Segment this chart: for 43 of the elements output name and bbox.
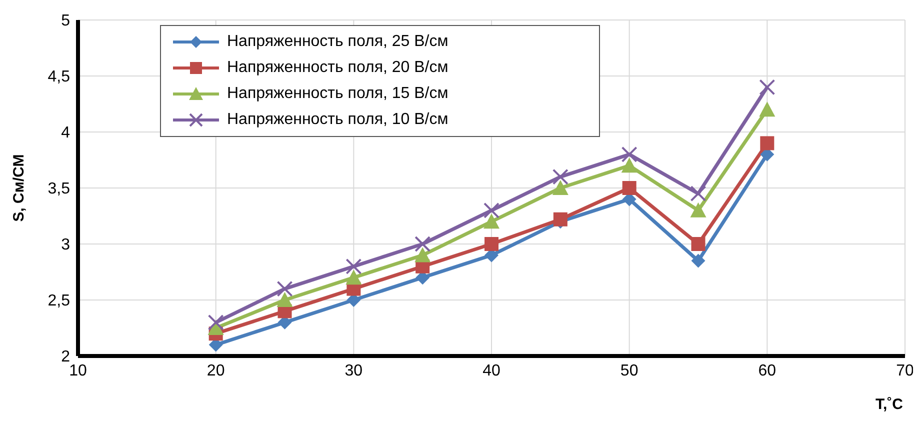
point [691,254,706,268]
point [691,237,706,251]
x-tick-label: 20 [206,362,225,380]
point [276,280,293,297]
y-tick-label: 2,5 [48,292,70,310]
y-tick-label: 3 [61,236,70,254]
point [208,314,224,330]
point [484,237,498,251]
x-tick-label: 50 [620,362,638,380]
x-tick-label: 60 [758,362,776,380]
y-tick-label: 4,5 [48,68,70,86]
legend-label: Напряженность поля, 10 В/см [227,111,448,129]
point [552,168,568,185]
x-tick-label: 10 [69,362,87,380]
x-tick-label: 40 [482,362,500,380]
y-tick-label: 3,5 [48,180,70,198]
point [484,214,500,229]
legend-label: Напряженность поля, 25 В/см [227,33,448,51]
y-axis-title: S, См/СМ [10,154,28,222]
point [414,236,431,252]
x-axis-title: T,˚C [876,396,904,413]
point [346,258,362,274]
x-tick-label: 70 [896,362,914,380]
point [622,181,636,195]
point [690,186,706,202]
point [346,270,362,285]
legend-label: Напряженность поля, 20 В/см [227,59,448,77]
point [552,180,568,195]
legend-label: Напряженность поля, 15 В/см [227,85,448,103]
point [553,212,568,226]
point [690,202,706,218]
y-tick-label: 5 [61,12,70,30]
x-tick-label: 30 [344,362,363,380]
point [760,136,774,150]
point [759,79,776,96]
point [621,146,638,162]
point [414,247,431,262]
point [276,292,293,307]
point [484,202,500,218]
y-tick-label: 4 [61,124,70,142]
point [621,158,638,173]
point [759,102,776,117]
y-tick-label: 2 [61,348,70,366]
